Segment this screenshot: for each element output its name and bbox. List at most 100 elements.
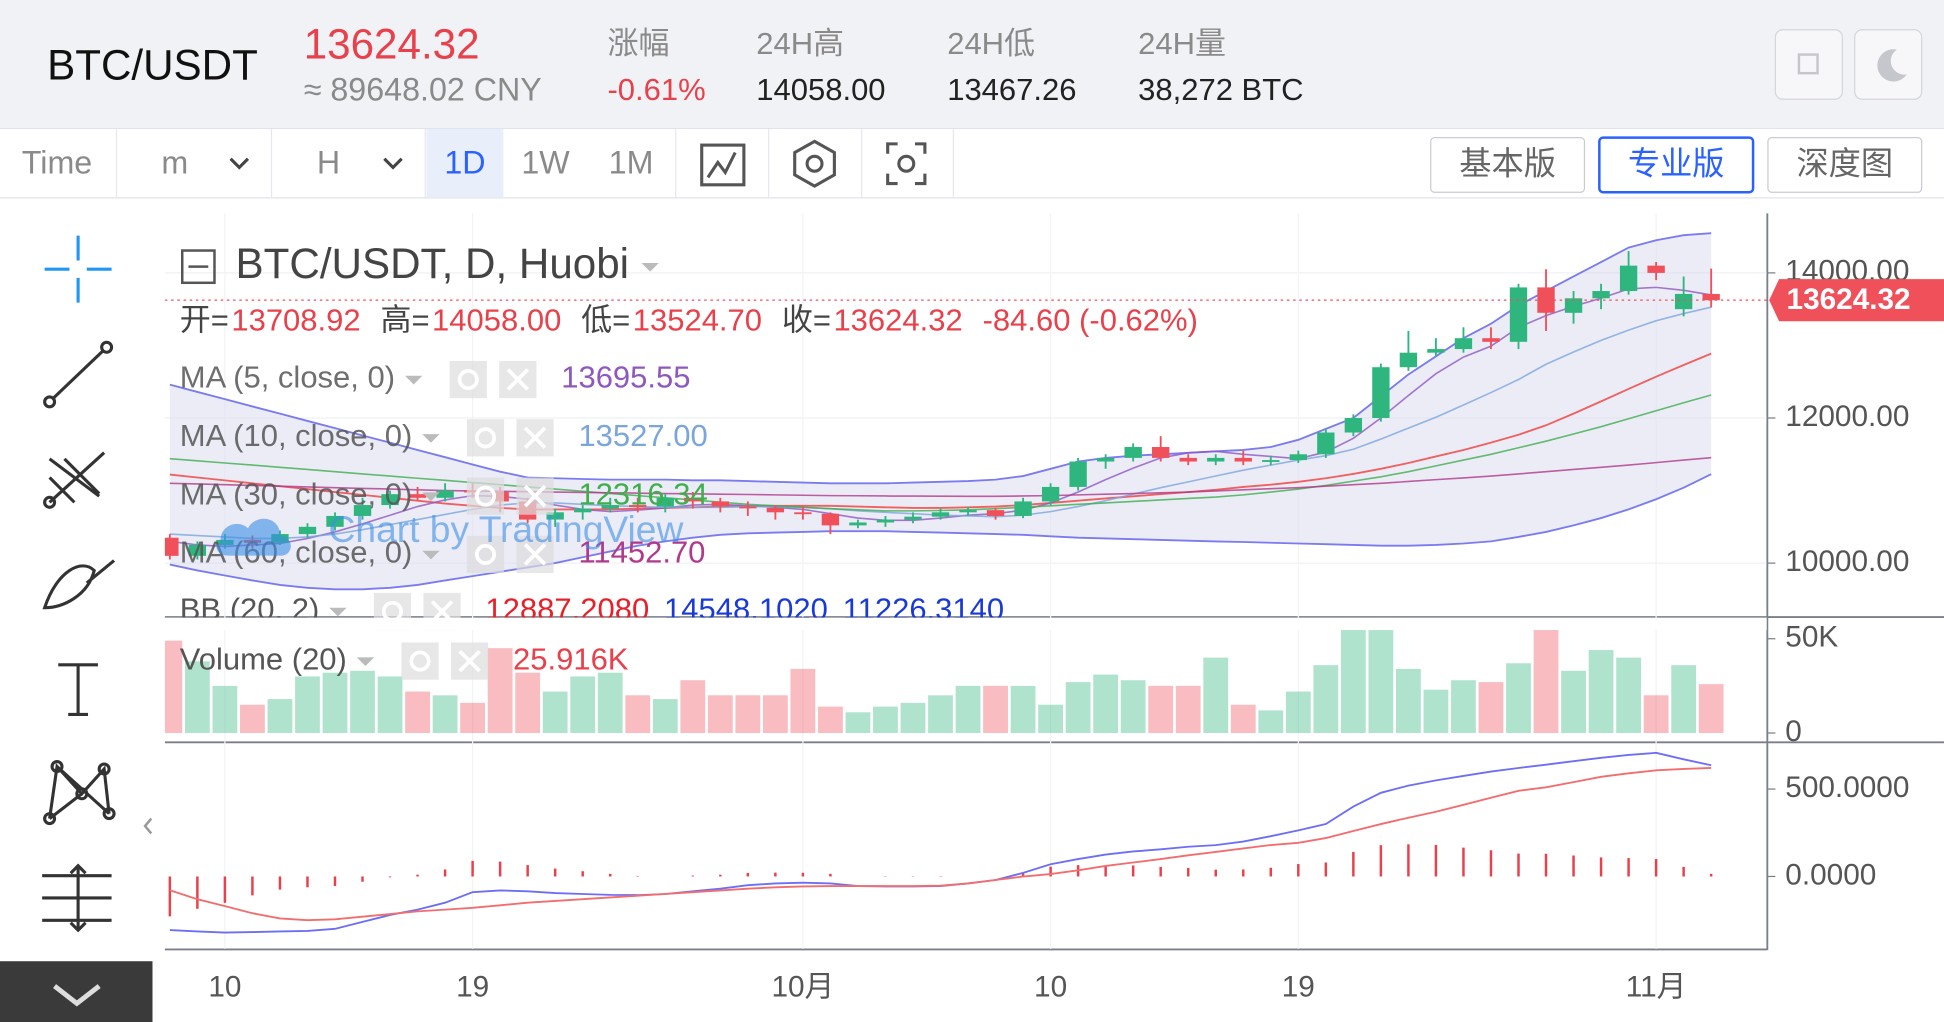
x-mark xyxy=(506,368,530,391)
settings-icon[interactable] xyxy=(401,642,439,680)
volume-bar xyxy=(377,676,403,734)
volume-bar xyxy=(1093,674,1119,734)
candle-body xyxy=(1179,457,1197,462)
indicator-value: 13527.00 xyxy=(578,418,707,453)
ohlc-value: 13624.32 xyxy=(833,303,962,338)
settings-icon[interactable] xyxy=(466,419,505,457)
candle-body xyxy=(1592,291,1610,299)
pitchfork-tool[interactable] xyxy=(43,451,106,509)
volume-bar xyxy=(1671,665,1697,734)
x-tick-label: 19 xyxy=(456,970,489,1003)
volume-bar xyxy=(1368,625,1394,734)
x-tick-label: 11月 xyxy=(1626,970,1687,1003)
gear xyxy=(409,650,431,672)
volume-bar xyxy=(955,685,981,734)
text-tool[interactable] xyxy=(58,663,98,716)
x-mark xyxy=(523,543,547,566)
fullscreen-button[interactable] xyxy=(1774,29,1843,100)
volume-bar xyxy=(1230,704,1256,734)
volume-bar xyxy=(1616,657,1641,734)
view-label[interactable]: 专业版 xyxy=(1628,146,1725,182)
settings-button[interactable] xyxy=(793,139,836,188)
x-tick-label: 10月 xyxy=(771,970,834,1003)
volume-value: 25.916K xyxy=(513,641,629,676)
candle-body xyxy=(353,505,372,516)
macd-pane xyxy=(168,751,1713,934)
stat-label: 24H量 xyxy=(1138,26,1226,61)
candle-body xyxy=(1674,293,1693,310)
volume-bar xyxy=(295,676,320,734)
ohlc-value: 13524.70 xyxy=(633,303,762,338)
volume-bar xyxy=(597,672,623,734)
candle-body xyxy=(1234,457,1252,462)
stat-label: 24H高 xyxy=(756,26,844,61)
volume-bar xyxy=(1148,685,1174,734)
candle-body xyxy=(766,507,785,513)
volume-bar xyxy=(570,676,596,734)
volume-bar xyxy=(1561,670,1586,734)
stat-value: 13467.26 xyxy=(947,72,1076,107)
y-tick-label: 50K xyxy=(1785,621,1838,654)
collapse-arrow[interactable] xyxy=(143,817,153,835)
interval-button[interactable]: 1M xyxy=(609,144,654,180)
view-button[interactable] xyxy=(1430,137,1586,193)
settings-icon[interactable] xyxy=(466,477,505,515)
minute-select[interactable]: m xyxy=(161,144,188,180)
collapse-box[interactable] xyxy=(181,249,216,285)
candle-body xyxy=(1647,265,1665,273)
header-bar xyxy=(0,0,1944,128)
indicator-button[interactable] xyxy=(700,143,746,187)
pane-cover xyxy=(164,617,1767,631)
volume-bar xyxy=(1285,691,1311,734)
caret xyxy=(356,657,375,667)
interval-button[interactable]: 1W xyxy=(521,144,570,180)
caret xyxy=(641,262,659,272)
signal-line xyxy=(169,767,1712,922)
screenshot-button[interactable] xyxy=(886,142,927,186)
line-tool[interactable] xyxy=(43,340,114,409)
view-button[interactable] xyxy=(1767,137,1923,193)
volume-bar xyxy=(1506,663,1531,734)
volume-bar xyxy=(1313,665,1339,734)
volume-bar xyxy=(680,680,706,734)
volume-bar xyxy=(1258,710,1284,734)
candle-body xyxy=(959,510,977,513)
volume-bar xyxy=(928,695,953,734)
volume-bar xyxy=(1478,682,1504,734)
theme-button[interactable] xyxy=(1854,29,1923,100)
candle-body xyxy=(381,494,399,506)
candle-body xyxy=(1289,454,1307,461)
view-button-active[interactable] xyxy=(1598,136,1755,194)
tools-toggle[interactable] xyxy=(0,961,153,1022)
bb-upper xyxy=(169,232,1712,485)
view-label[interactable]: 深度图 xyxy=(1796,146,1893,182)
volume-bar xyxy=(652,699,678,734)
last-price-marker xyxy=(1769,279,1944,322)
volume-bar xyxy=(818,706,843,734)
view-label[interactable]: 基本版 xyxy=(1459,146,1556,182)
x-mark xyxy=(523,484,547,508)
settings-icon[interactable] xyxy=(449,360,487,399)
volume-bar xyxy=(1038,704,1064,734)
candle-body xyxy=(1427,349,1445,353)
candle-body xyxy=(1014,501,1032,516)
chevron xyxy=(383,157,403,170)
measure-tool[interactable] xyxy=(42,863,112,933)
crosshair-tool[interactable] xyxy=(44,235,112,303)
caret xyxy=(422,492,440,502)
volume-bar xyxy=(1065,682,1091,734)
hour-select[interactable]: H xyxy=(317,144,340,180)
pattern-tool[interactable] xyxy=(43,759,116,826)
candle-body xyxy=(1152,447,1170,458)
brush-tool[interactable] xyxy=(42,559,116,610)
volume-bar xyxy=(983,685,1008,734)
settings-icon[interactable] xyxy=(466,535,505,574)
cny-price: ≈ 89648.02 CNY xyxy=(304,71,542,107)
time-button[interactable]: Time xyxy=(22,144,92,180)
indicator-value: 13695.55 xyxy=(561,360,690,395)
candle-body xyxy=(1041,486,1060,502)
interval-button[interactable]: 1D xyxy=(444,144,485,180)
candle-body xyxy=(849,522,867,526)
